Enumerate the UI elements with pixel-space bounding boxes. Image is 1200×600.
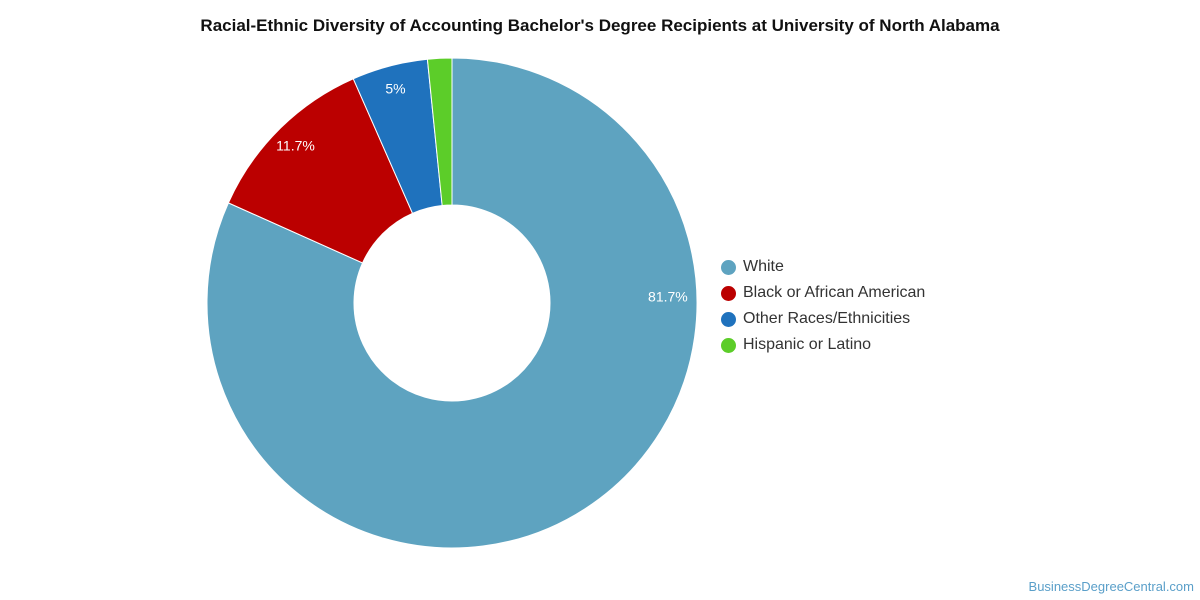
watermark[interactable]: BusinessDegreeCentral.com: [1028, 579, 1194, 594]
legend-swatch-other-races-ethnicities: [721, 311, 736, 327]
legend-item-black-or-african-american[interactable]: Black or African American: [721, 280, 925, 306]
legend-swatch-hispanic-or-latino: [721, 337, 736, 353]
slice-white[interactable]: [206, 57, 698, 549]
donut-slices: [206, 57, 698, 549]
slice-label-black-or-african-american: 11.7%: [276, 138, 315, 154]
slice-label-other-races-ethnicities: 5%: [385, 80, 405, 96]
legend-item-other-races-ethnicities[interactable]: Other Races/Ethnicities: [721, 306, 925, 332]
legend: White Black or African American Other Ra…: [721, 254, 925, 358]
donut-labels: 81.7% 11.7% 5%: [276, 80, 688, 304]
legend-label-black-or-african-american: Black or African American: [743, 284, 926, 301]
slice-hispanic-or-latino[interactable]: [426, 57, 453, 207]
legend-swatch-black-or-african-american: [721, 285, 736, 301]
legend-label-white: White: [743, 258, 784, 275]
slice-label-white: 81.7%: [648, 288, 688, 304]
legend-label-hispanic-or-latino: Hispanic or Latino: [743, 336, 872, 353]
slice-black-or-african-american[interactable]: [227, 78, 414, 264]
legend-item-white[interactable]: White: [721, 254, 925, 280]
chart-title: Racial-Ethnic Diversity of Accounting Ba…: [200, 16, 1000, 35]
legend-item-hispanic-or-latino[interactable]: Hispanic or Latino: [721, 332, 925, 358]
legend-label-other-races-ethnicities: Other Races/Ethnicities: [743, 310, 911, 327]
legend-swatch-white: [721, 259, 736, 275]
